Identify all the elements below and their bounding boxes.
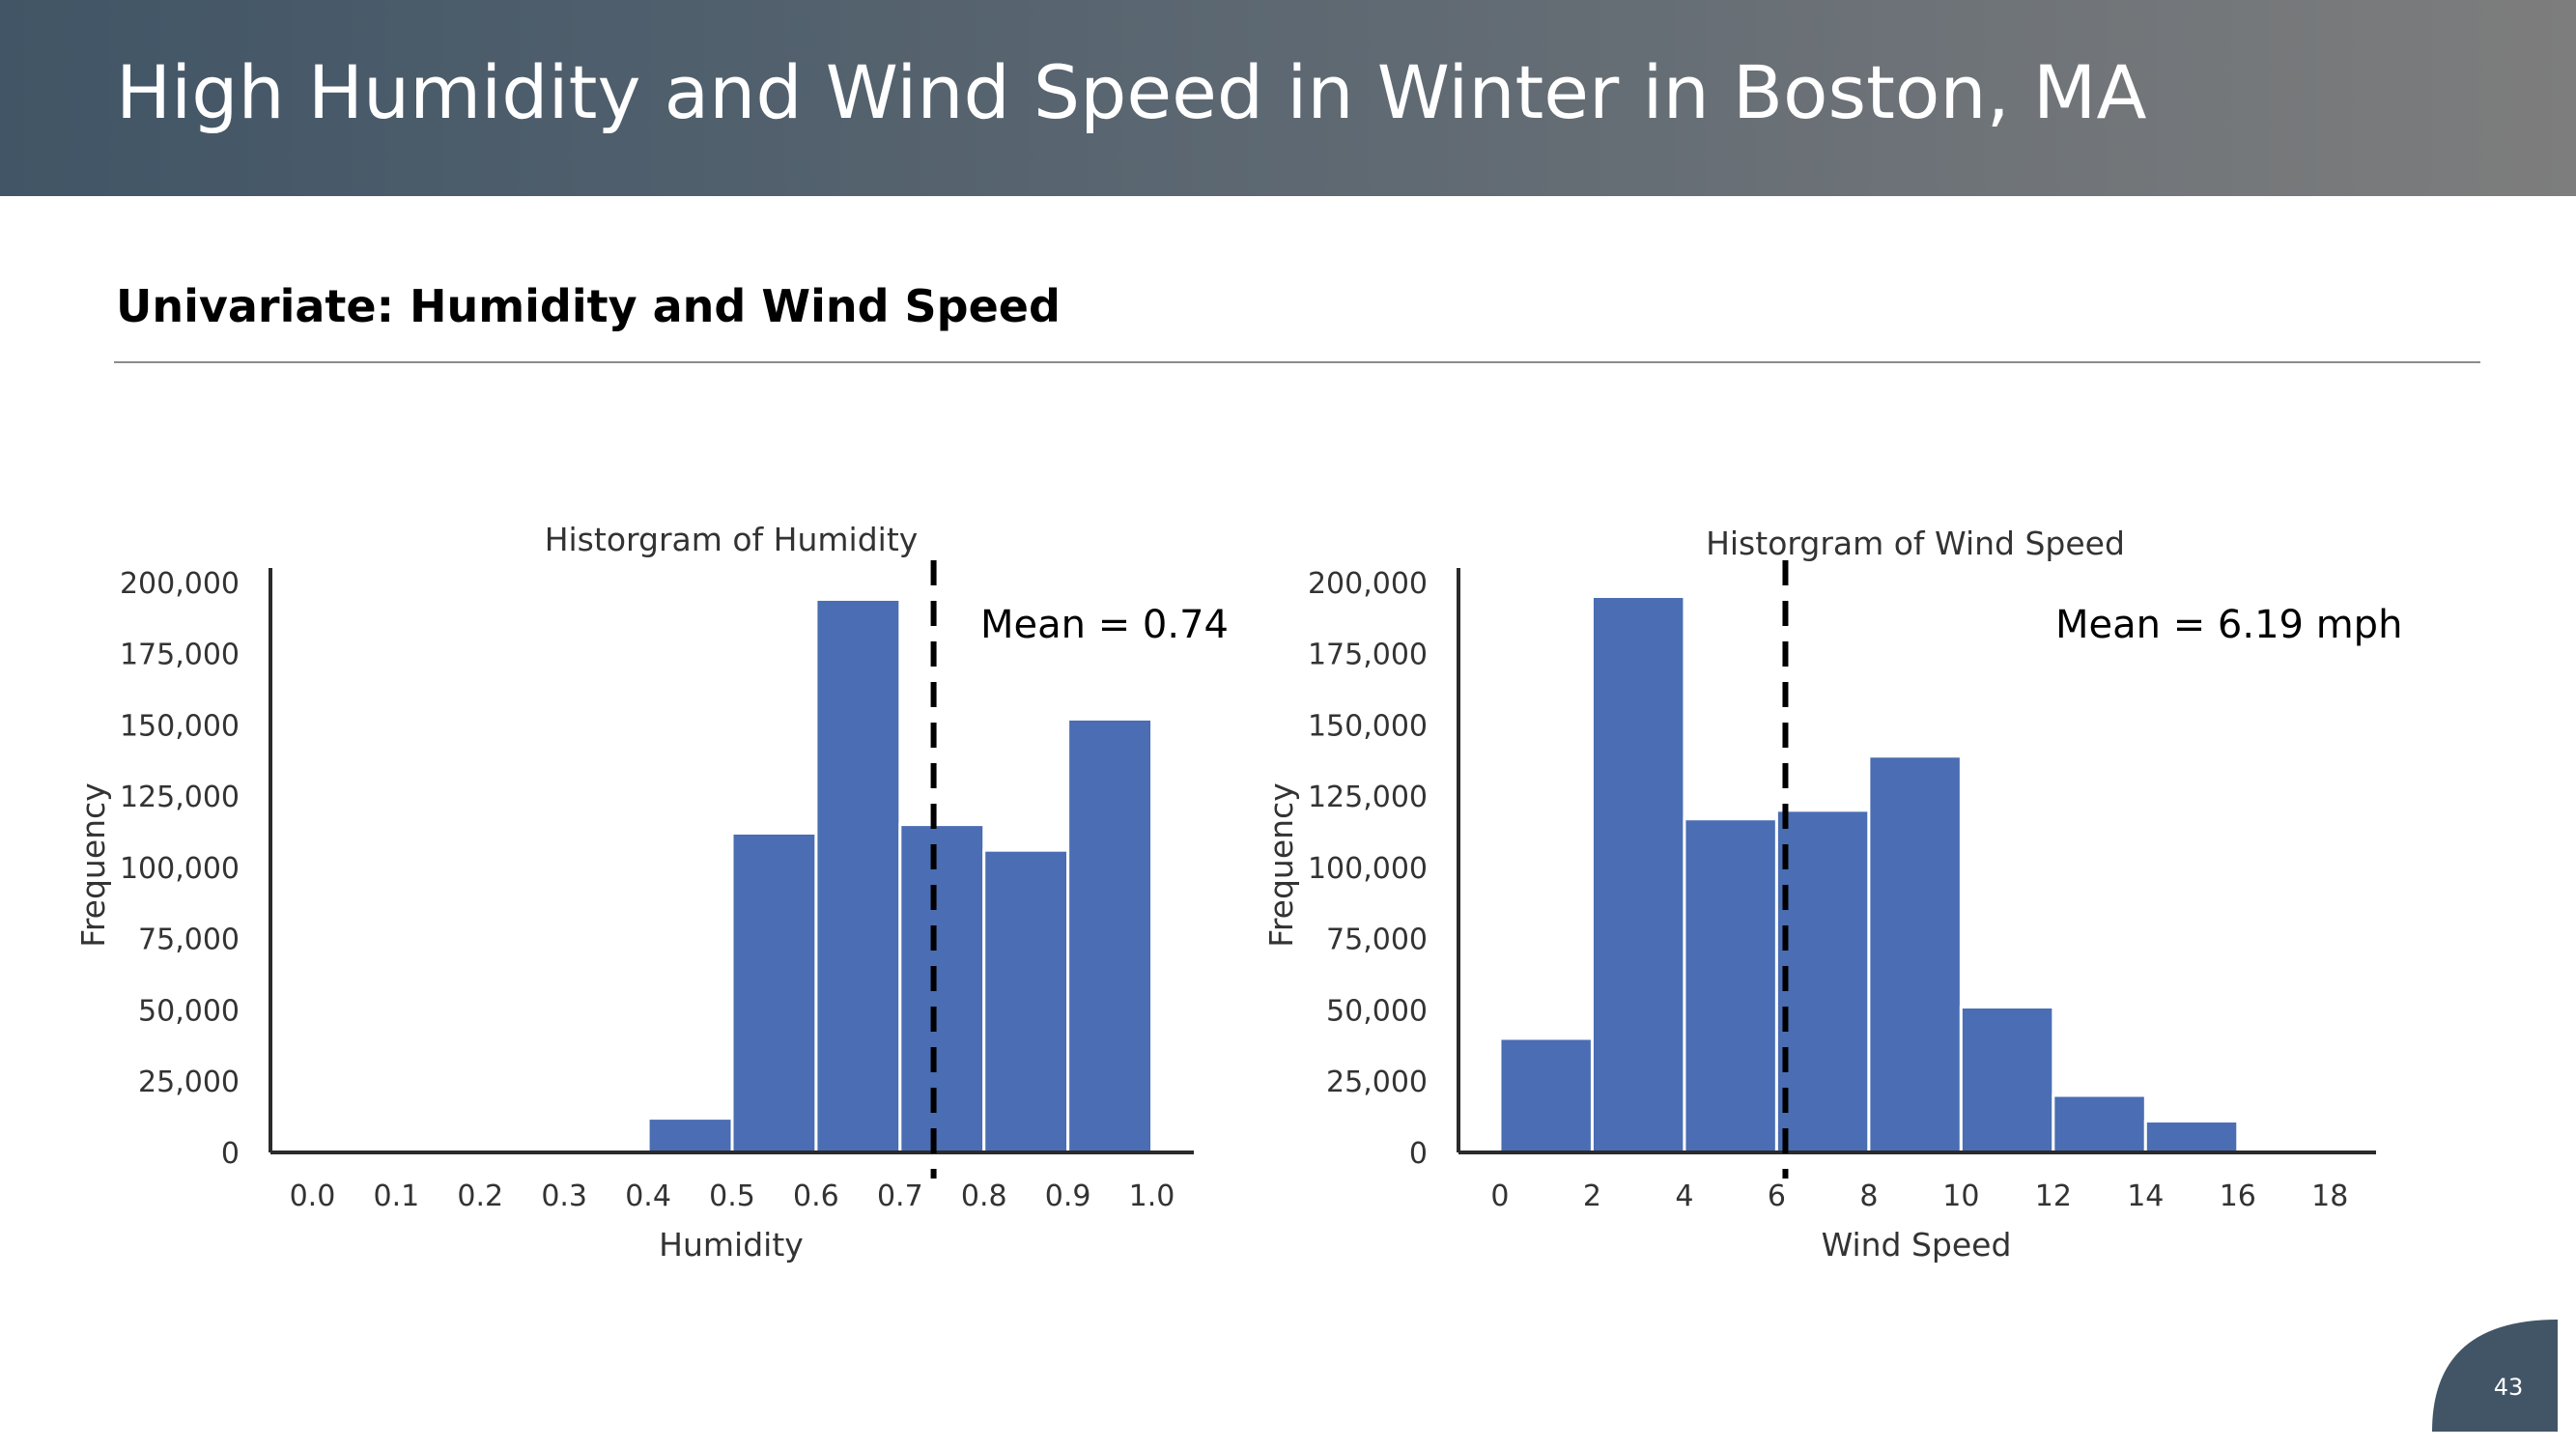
- subtitle-divider: [114, 361, 2480, 363]
- histogram-bar: [1959, 1005, 2055, 1154]
- chart-title: Historgram of Wind Speed: [1706, 525, 2125, 562]
- y-tick-label: 100,000: [1308, 852, 1428, 886]
- wind-speed-histogram: 0 25,000 50,000 75,000 100,000 125,000 150,000…: [1262, 525, 2402, 1264]
- x-tick-label: 0.6: [793, 1179, 839, 1213]
- y-tick-label: 175,000: [1308, 639, 1428, 672]
- mean-label: Mean = 6.19 mph: [2055, 603, 2402, 647]
- x-tick-label: 0.4: [625, 1179, 671, 1213]
- x-tick-label: 0.2: [457, 1179, 503, 1213]
- slide-title: High Humidity and Wind Speed in Winter i…: [116, 49, 2147, 135]
- x-tick-label: 10: [1942, 1179, 1979, 1213]
- y-axis-label: Frequency: [1262, 782, 1300, 947]
- x-tick-label: 0.0: [290, 1179, 336, 1213]
- x-tick-label: 8: [1859, 1179, 1878, 1213]
- page-number-badge: [2432, 1320, 2558, 1432]
- y-tick-label: 150,000: [1308, 709, 1428, 743]
- y-tick-label: 0: [1409, 1137, 1428, 1171]
- x-tick-label: 1.0: [1129, 1179, 1175, 1213]
- x-tick-label: 0: [1490, 1179, 1509, 1213]
- y-tick-label: 25,000: [1326, 1065, 1428, 1099]
- histogram-bar: [1590, 595, 1686, 1154]
- y-tick-label: 150,000: [120, 709, 240, 743]
- y-tick-label: 50,000: [1326, 994, 1428, 1028]
- histogram-bar: [730, 831, 818, 1154]
- x-tick-label: 0.7: [877, 1179, 923, 1213]
- x-axis-label: Wind Speed: [1822, 1226, 2012, 1264]
- y-tick-label: 200,000: [1308, 567, 1428, 601]
- y-tick-label: 125,000: [1308, 781, 1428, 814]
- humidity-histogram: 0 25,000 50,000 75,000 100,000 125,000 150,000…: [74, 521, 1229, 1264]
- x-tick-label: 18: [2311, 1179, 2348, 1213]
- mean-label: Mean = 0.74: [980, 603, 1229, 647]
- x-tick-label: 12: [2035, 1179, 2072, 1213]
- x-tick-label: 0.9: [1045, 1179, 1091, 1213]
- y-tick-label: 75,000: [1326, 923, 1428, 957]
- x-tick-label: 0.5: [709, 1179, 755, 1213]
- y-tick-label: 200,000: [120, 567, 240, 601]
- y-tick-label: 50,000: [138, 994, 240, 1028]
- slide-header: [0, 0, 2576, 196]
- histogram-bar: [1498, 1037, 1594, 1154]
- y-tick-label: 75,000: [138, 923, 240, 957]
- x-tick-label: 0.8: [961, 1179, 1007, 1213]
- x-tick-label: 4: [1675, 1179, 1693, 1213]
- histogram-bar: [1867, 754, 1963, 1154]
- histogram-bar: [1774, 809, 1871, 1154]
- histogram-bar: [1066, 717, 1154, 1154]
- y-tick-label: 125,000: [120, 781, 240, 814]
- x-axis-label: Humidity: [659, 1226, 804, 1264]
- x-tick-label: 16: [2220, 1179, 2256, 1213]
- histogram-bar: [898, 823, 986, 1154]
- x-tick-label: 2: [1583, 1179, 1601, 1213]
- histogram-bar: [2052, 1094, 2147, 1154]
- histogram-bar: [1683, 817, 1778, 1154]
- y-tick-label: 0: [221, 1137, 240, 1171]
- y-tick-label: 175,000: [120, 639, 240, 672]
- slide-subtitle: Univariate: Humidity and Wind Speed: [116, 280, 1061, 332]
- x-tick-label: 0.1: [374, 1179, 420, 1213]
- y-axis-label: Frequency: [74, 782, 112, 947]
- x-tick-label: 14: [2127, 1179, 2164, 1213]
- x-tick-label: 6: [1768, 1179, 1786, 1213]
- page-number: 43: [2493, 1374, 2524, 1401]
- x-tick-label: 0.3: [541, 1179, 587, 1213]
- chart-title: Historgram of Humidity: [545, 521, 919, 558]
- y-tick-label: 100,000: [120, 852, 240, 886]
- y-tick-label: 25,000: [138, 1065, 240, 1099]
- histogram-bar: [2143, 1120, 2240, 1154]
